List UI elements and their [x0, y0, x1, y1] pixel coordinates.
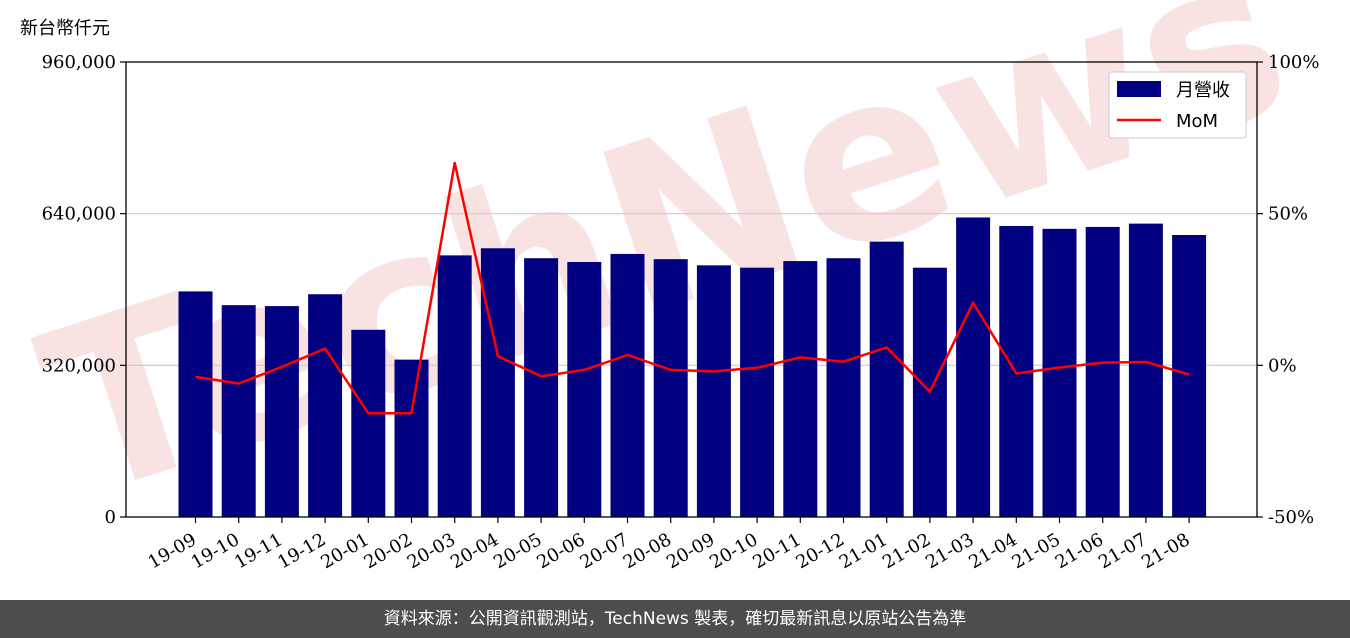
legend-line-label: MoM: [1176, 111, 1218, 132]
revenue-bar: [1128, 223, 1163, 517]
x-tick-label: 19-10: [188, 529, 243, 573]
chart: TechNews 0320,000640,000960,000-50%0%50%…: [16, 0, 1320, 573]
revenue-bar: [567, 262, 602, 517]
right-tick-label: -50%: [1268, 507, 1314, 528]
revenue-bar: [351, 329, 386, 517]
revenue-bar: [1042, 228, 1077, 518]
x-tick-label: 19-11: [231, 529, 286, 573]
left-tick-label: 640,000: [42, 204, 116, 225]
legend-bar-label: 月營收: [1176, 80, 1230, 101]
plot-frame: [125, 61, 1258, 518]
revenue-bar: [264, 306, 299, 517]
x-tick-label: 20-03: [404, 529, 459, 573]
revenue-bar: [956, 217, 991, 518]
x-tick-label: 20-10: [706, 529, 761, 573]
revenue-bar: [696, 265, 731, 517]
x-tick-label: 20-07: [577, 529, 632, 573]
x-tick-label: 21-01: [836, 529, 891, 573]
legend: 月營收 MoM: [1108, 71, 1247, 139]
revenue-bar: [437, 255, 472, 517]
mom-line-series: [195, 161, 1190, 415]
x-tick-label: 20-02: [361, 529, 416, 573]
x-tick-label: 20-12: [793, 529, 848, 573]
y-axis-unit-label: 新台幣仟元: [20, 18, 110, 39]
left-tick-label: 320,000: [42, 355, 116, 376]
source-footer: 資料來源：公開資訊觀測站，TechNews 製表，確切最新訊息以原站公告為準: [0, 600, 1350, 638]
x-tick-label: 21-03: [922, 529, 977, 573]
x-tick-label: 19-12: [274, 529, 329, 573]
revenue-bar: [1172, 234, 1207, 517]
x-tick-label: 21-06: [1052, 529, 1107, 573]
x-tick-label: 20-08: [620, 529, 675, 573]
x-tick-label: 20-01: [317, 529, 372, 573]
revenue-bar: [653, 259, 688, 517]
x-tick-label: 20-09: [663, 529, 718, 573]
x-tick-label: 21-07: [1095, 529, 1150, 573]
revenue-bar: [524, 258, 559, 517]
left-tick-label: 960,000: [42, 52, 116, 73]
revenue-bar: [826, 258, 861, 517]
x-tick-label: 21-05: [1009, 529, 1064, 573]
revenue-bar: [783, 261, 818, 517]
revenue-bar: [1085, 226, 1120, 517]
revenue-bar: [308, 294, 343, 517]
revenue-bar: [610, 253, 645, 517]
x-tick-label: 19-09: [145, 529, 200, 573]
x-tick-label: 21-08: [1138, 529, 1193, 573]
revenue-bar: [480, 248, 515, 517]
left-tick-label: 0: [105, 507, 116, 528]
revenue-bar: [740, 267, 775, 517]
revenue-bar: [221, 305, 256, 517]
revenue-bar: [178, 291, 213, 517]
right-tick-label: 100%: [1268, 52, 1319, 73]
right-tick-label: 0%: [1268, 355, 1297, 376]
x-tick-label: 21-02: [879, 529, 934, 573]
legend-bar-swatch: [1117, 81, 1161, 97]
x-tick-label: 20-11: [749, 529, 804, 573]
x-tick-label: 20-06: [533, 529, 588, 573]
revenue-bar: [394, 359, 429, 517]
right-tick-label: 50%: [1268, 204, 1308, 225]
x-tick-label: 21-04: [965, 529, 1020, 573]
x-tick-label: 20-05: [490, 529, 545, 573]
revenue-bar: [869, 241, 904, 518]
bar-series: [178, 217, 1207, 518]
x-tick-label: 20-04: [447, 529, 502, 573]
mom-line: [195, 161, 1190, 415]
